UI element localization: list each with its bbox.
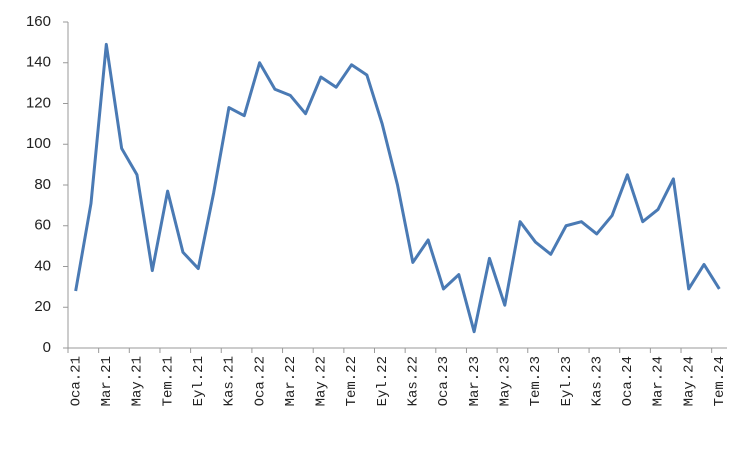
x-tick-label: Oca.23 bbox=[436, 356, 452, 406]
x-tick-label: Tem.21 bbox=[160, 356, 176, 406]
x-tick-label: Eyl.22 bbox=[375, 356, 391, 406]
y-tick-label: 160 bbox=[26, 13, 51, 30]
x-tick-label: Mar.22 bbox=[283, 356, 299, 406]
x-tick-label: Kas.23 bbox=[589, 356, 605, 406]
y-tick-label: 140 bbox=[26, 54, 51, 71]
x-tick-label: Eyl.23 bbox=[559, 356, 575, 406]
x-tick-label: Oca.22 bbox=[252, 356, 268, 406]
y-tick-label: 20 bbox=[34, 298, 51, 315]
y-tick-label: 40 bbox=[34, 257, 51, 274]
x-tick-label: Mar.24 bbox=[651, 356, 667, 406]
y-tick-label: 0 bbox=[43, 339, 51, 356]
y-tick-label: 60 bbox=[34, 217, 51, 234]
x-tick-label: Mar.23 bbox=[467, 356, 483, 406]
y-tick-label: 80 bbox=[34, 176, 51, 193]
x-tick-label: Oca.24 bbox=[620, 356, 636, 406]
x-tick-label: Kas.21 bbox=[222, 356, 238, 406]
x-tick-label: Tem.23 bbox=[528, 356, 544, 406]
x-tick-label: Mar.21 bbox=[99, 356, 115, 406]
x-tick-label: Oca.21 bbox=[68, 356, 84, 406]
y-tick-label: 100 bbox=[26, 135, 51, 152]
x-tick-label: Kas.22 bbox=[406, 356, 422, 406]
x-tick-label: Eyl.21 bbox=[191, 356, 207, 406]
x-tick-label: Tem.22 bbox=[344, 356, 360, 406]
y-tick-label: 120 bbox=[26, 94, 51, 111]
x-tick-label: May.24 bbox=[681, 356, 697, 406]
x-tick-label: Tem.24 bbox=[712, 356, 728, 406]
x-tick-label: May.21 bbox=[130, 356, 146, 406]
data-line bbox=[74, 42, 721, 334]
x-tick-label: May.23 bbox=[497, 356, 513, 406]
x-tick-label: May.22 bbox=[314, 356, 330, 406]
